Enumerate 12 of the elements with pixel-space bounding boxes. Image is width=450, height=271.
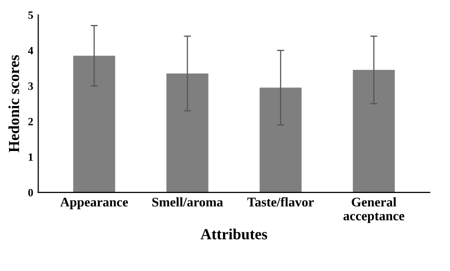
y-tick-label: 0 [28, 188, 33, 196]
x-tick-label: General acceptance [343, 197, 404, 224]
x-axis-title: Attributes [200, 228, 268, 240]
x-tick-label: Appearance [60, 198, 128, 210]
y-tick-label: 1 [28, 153, 33, 161]
y-tick-label: 2 [28, 118, 33, 126]
y-tick-label: 3 [28, 82, 34, 90]
y-tick-label: 4 [28, 46, 34, 54]
y-axis-title: Hedonic scores [8, 55, 20, 152]
y-tick-label: 5 [28, 11, 33, 19]
x-tick-label: Smell/aroma [152, 197, 223, 207]
x-tick-label: Taste/flavor [247, 197, 314, 207]
